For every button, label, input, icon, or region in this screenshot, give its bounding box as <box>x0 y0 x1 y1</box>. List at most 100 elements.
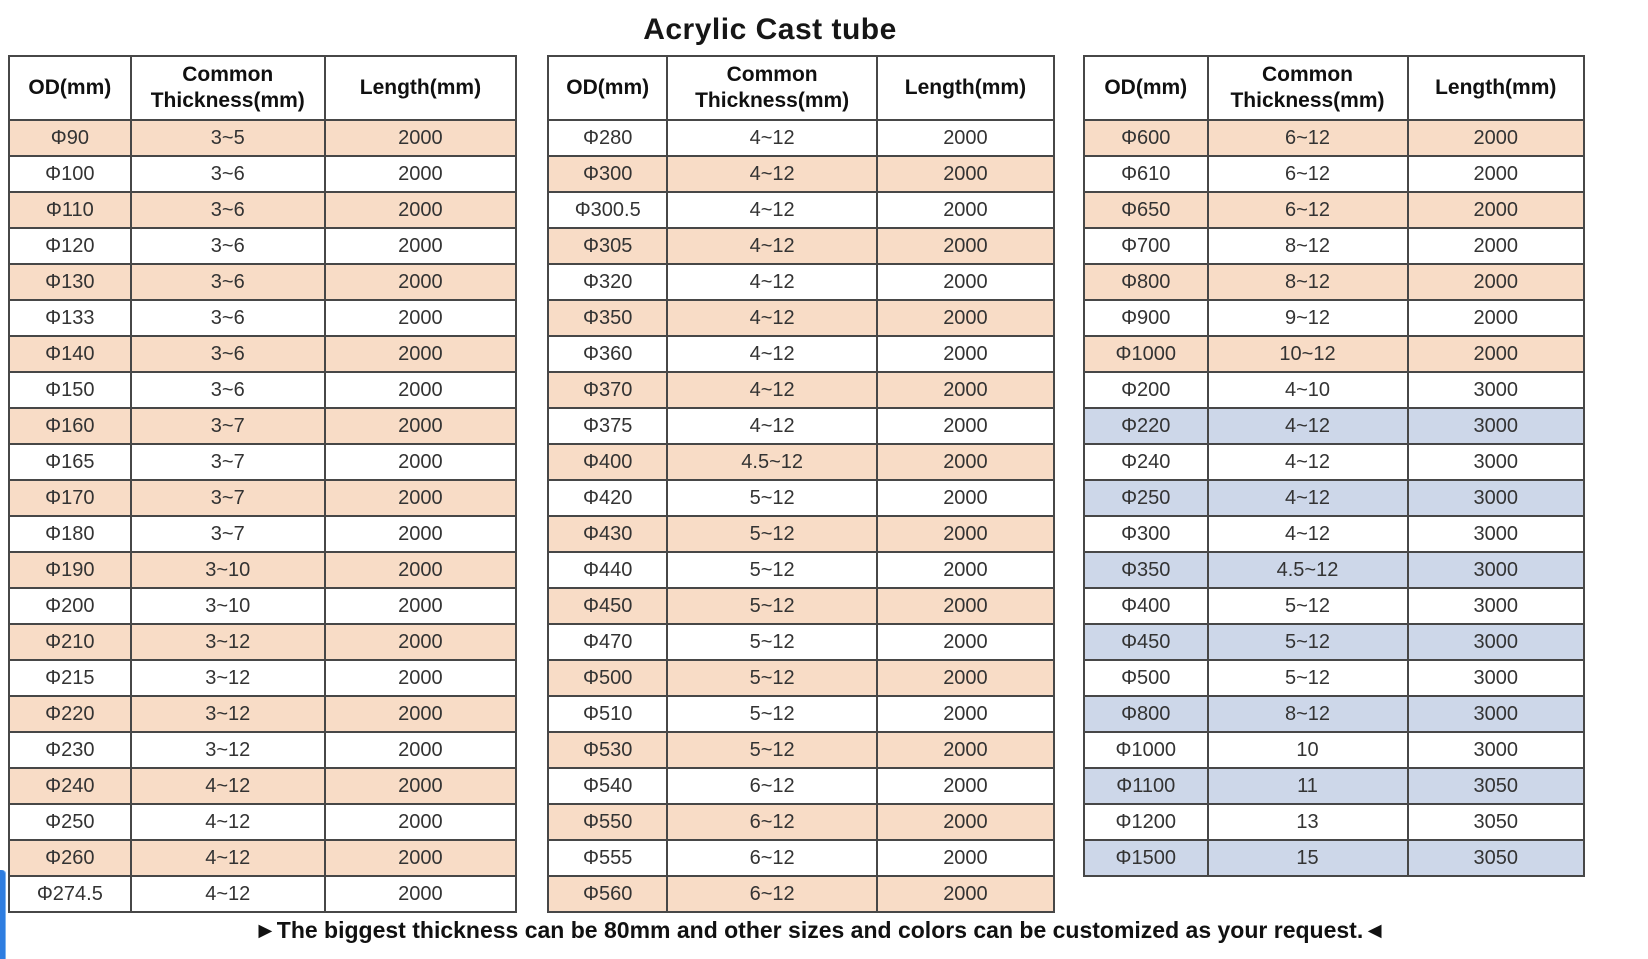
length-cell: 2000 <box>323 299 518 337</box>
table-row: Φ240 4~12 2000 <box>8 767 518 805</box>
thickness-cell: 4~12 <box>1206 407 1409 445</box>
table-row: Φ300 4~12 3000 <box>1083 515 1585 553</box>
spec-table-left: OD(mm) Common Thickness(mm) Length(mm) Φ90… <box>8 55 518 913</box>
table-row: Φ540 6~12 2000 <box>546 767 1056 805</box>
table-header: OD(mm) Common Thickness(mm) Length(mm) <box>546 55 1056 121</box>
length-cell: 2000 <box>323 479 518 517</box>
column-header: Common Thickness(mm) <box>666 55 878 121</box>
table-row: Φ180 3~7 2000 <box>8 515 518 553</box>
length-cell: 2000 <box>323 335 518 373</box>
thickness-cell: 4~12 <box>666 407 878 445</box>
od-cell: Φ600 <box>1083 119 1209 157</box>
thickness-cell: 10 <box>1206 731 1409 769</box>
od-cell: Φ240 <box>1083 443 1209 481</box>
od-cell: Φ555 <box>546 839 669 877</box>
table-row: Φ470 5~12 2000 <box>546 623 1056 661</box>
thickness-cell: 3~6 <box>129 227 326 265</box>
table-body: Φ600 6~12 2000 Φ610 6~12 2000 Φ650 6~12 2000 Φ700… <box>1083 119 1585 877</box>
od-cell: Φ1200 <box>1083 803 1209 841</box>
header-row: OD(mm) Common Thickness(mm) Length(mm) <box>546 55 1056 121</box>
table-row: Φ400 5~12 3000 <box>1083 587 1585 625</box>
table-row: Φ240 4~12 3000 <box>1083 443 1585 481</box>
length-cell: 2000 <box>1406 299 1585 337</box>
length-cell: 2000 <box>323 875 518 913</box>
thickness-cell: 5~12 <box>666 695 878 733</box>
length-cell: 3000 <box>1406 623 1585 661</box>
od-cell: Φ240 <box>8 767 132 805</box>
od-cell: Φ370 <box>546 371 669 409</box>
thickness-cell: 6~12 <box>666 803 878 841</box>
length-cell: 2000 <box>1406 191 1585 229</box>
table-row: Φ150 3~6 2000 <box>8 371 518 409</box>
thickness-cell: 4~12 <box>666 119 878 157</box>
od-cell: Φ510 <box>546 695 669 733</box>
od-cell: Φ560 <box>546 875 669 913</box>
length-cell: 2000 <box>875 623 1056 661</box>
od-cell: Φ350 <box>1083 551 1209 589</box>
thickness-cell: 5~12 <box>666 515 878 553</box>
length-cell: 2000 <box>875 155 1056 193</box>
thickness-cell: 3~10 <box>129 587 326 625</box>
thickness-cell: 4~12 <box>666 191 878 229</box>
table-row: Φ305 4~12 2000 <box>546 227 1056 265</box>
length-cell: 2000 <box>875 515 1056 553</box>
od-cell: Φ140 <box>8 335 132 373</box>
table-row: Φ350 4.5~12 3000 <box>1083 551 1585 589</box>
length-cell: 2000 <box>875 803 1056 841</box>
od-cell: Φ220 <box>1083 407 1209 445</box>
table-row: Φ600 6~12 2000 <box>1083 119 1585 157</box>
thickness-cell: 4~12 <box>1206 479 1409 517</box>
table-row: Φ320 4~12 2000 <box>546 263 1056 301</box>
thickness-cell: 3~6 <box>129 263 326 301</box>
thickness-cell: 4~12 <box>129 875 326 913</box>
od-cell: Φ150 <box>8 371 132 409</box>
od-cell: Φ610 <box>1083 155 1209 193</box>
od-cell: Φ450 <box>1083 623 1209 661</box>
table-row: Φ560 6~12 2000 <box>546 875 1056 913</box>
table-row: Φ550 6~12 2000 <box>546 803 1056 841</box>
table-row: Φ555 6~12 2000 <box>546 839 1056 877</box>
thickness-cell: 10~12 <box>1206 335 1409 373</box>
od-cell: Φ250 <box>8 803 132 841</box>
length-cell: 2000 <box>323 407 518 445</box>
od-cell: Φ1500 <box>1083 839 1209 877</box>
table-row: Φ220 4~12 3000 <box>1083 407 1585 445</box>
length-cell: 3050 <box>1406 839 1585 877</box>
od-cell: Φ1100 <box>1083 767 1209 805</box>
table-row: Φ1200 13 3050 <box>1083 803 1585 841</box>
table-row: Φ230 3~12 2000 <box>8 731 518 769</box>
length-cell: 2000 <box>875 479 1056 517</box>
od-cell: Φ300.5 <box>546 191 669 229</box>
thickness-cell: 5~12 <box>666 551 878 589</box>
length-cell: 2000 <box>875 695 1056 733</box>
table-row: Φ800 8~12 2000 <box>1083 263 1585 301</box>
length-cell: 2000 <box>323 551 518 589</box>
length-cell: 2000 <box>875 767 1056 805</box>
column-header: OD(mm) <box>8 55 132 121</box>
thickness-cell: 4~12 <box>666 227 878 265</box>
od-cell: Φ210 <box>8 623 132 661</box>
length-cell: 2000 <box>875 263 1056 301</box>
table-row: Φ300 4~12 2000 <box>546 155 1056 193</box>
page-title: Acrylic Cast tube <box>643 13 897 46</box>
table-row: Φ440 5~12 2000 <box>546 551 1056 589</box>
thickness-cell: 4~12 <box>129 839 326 877</box>
od-cell: Φ470 <box>546 623 669 661</box>
thickness-cell: 5~12 <box>666 731 878 769</box>
thickness-cell: 6~12 <box>666 875 878 913</box>
header-row: OD(mm) Common Thickness(mm) Length(mm) <box>1083 55 1585 121</box>
od-cell: Φ90 <box>8 119 132 157</box>
thickness-cell: 4~10 <box>1206 371 1409 409</box>
od-cell: Φ350 <box>546 299 669 337</box>
spec-table-right: OD(mm) Common Thickness(mm) Length(mm) Φ60… <box>1083 55 1585 877</box>
thickness-cell: 6~12 <box>666 839 878 877</box>
od-cell: Φ900 <box>1083 299 1209 337</box>
table-row: Φ530 5~12 2000 <box>546 731 1056 769</box>
table-row: Φ110 3~6 2000 <box>8 191 518 229</box>
thickness-cell: 4~12 <box>666 155 878 193</box>
thickness-cell: 4~12 <box>1206 515 1409 553</box>
table-row: Φ500 5~12 2000 <box>546 659 1056 697</box>
thickness-cell: 3~6 <box>129 191 326 229</box>
thickness-cell: 4.5~12 <box>1206 551 1409 589</box>
table-row: Φ250 4~12 2000 <box>8 803 518 841</box>
